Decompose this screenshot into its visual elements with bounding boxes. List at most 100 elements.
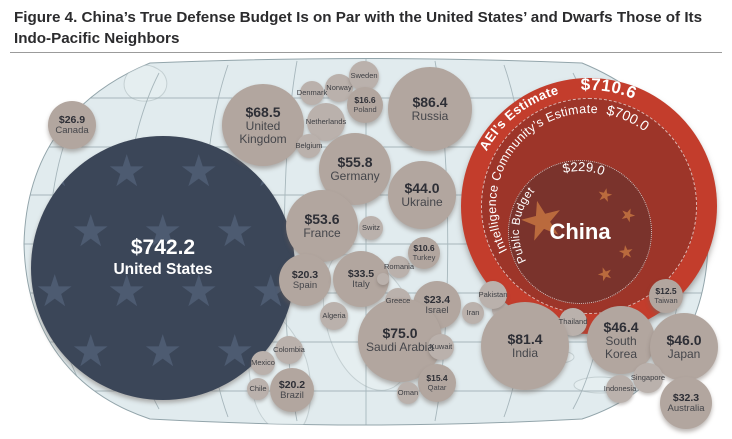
bubble-value: $26.9 xyxy=(58,113,86,126)
bubble-label: Spain xyxy=(292,279,318,291)
bubble-value: $81.4 xyxy=(507,331,543,348)
bubble-label: United Kingdom xyxy=(239,118,287,147)
bubble-france[interactable]: $53.6 France xyxy=(286,190,358,262)
bubble-value: $742.2 xyxy=(130,236,196,260)
bubble-qatar[interactable]: $15.4 Qatar xyxy=(418,364,456,402)
bubble-ukraine[interactable]: $44.0 Ukraine xyxy=(388,161,456,229)
bubble-label: Netherlands xyxy=(305,116,347,126)
bubble-china[interactable]: ★ ★ ★ ★ ★ China AEI’s Estimate $710.6 In… xyxy=(0,55,732,439)
bubble-label: Germany xyxy=(330,169,380,184)
bubble-belgium[interactable]: Belgium xyxy=(295,134,323,158)
china-public-budget-circle xyxy=(508,160,652,304)
bubble-oman[interactable]: Oman xyxy=(397,382,419,404)
bubble-value: $53.6 xyxy=(304,211,340,228)
bubble-value: $86.4 xyxy=(412,94,448,111)
bubble-label: United States xyxy=(113,260,213,278)
bubble-switzerland[interactable]: Switz xyxy=(359,216,383,240)
bubble-value: $16.6 xyxy=(354,94,376,105)
bubble-label: Pakistan xyxy=(478,289,508,299)
china-aei-value: $710.6 xyxy=(580,75,639,103)
bubble-south-korea[interactable]: $46.4 South Korea xyxy=(587,306,655,374)
bubble-pakistan[interactable]: Pakistan xyxy=(479,281,507,309)
bubble-label: Switz xyxy=(362,222,380,232)
bubble-taiwan[interactable]: $12.5 Taiwan xyxy=(649,279,683,313)
bubble-small-circle-1[interactable] xyxy=(377,273,389,285)
bubble-value: $20.2 xyxy=(278,378,306,391)
bubble-label: Thailand xyxy=(558,316,588,326)
bubble-value: $55.8 xyxy=(337,154,373,171)
bubble-label: Greece xyxy=(385,295,411,305)
bubble-value: $32.3 xyxy=(672,391,700,404)
bubble-label: Kuwait xyxy=(429,341,453,351)
figure-title: Figure 4. China’s True Defense Budget Is… xyxy=(14,9,703,47)
bubble-canada[interactable]: $26.9 Canada xyxy=(48,101,96,149)
bubble-label: Indonesia xyxy=(603,383,637,393)
bubble-label: Israel xyxy=(425,304,449,316)
bubble-value: $68.5 xyxy=(245,103,281,120)
bubble-label: Russia xyxy=(411,109,449,124)
bubble-label: Algeria xyxy=(322,310,346,320)
bubble-value: $15.4 xyxy=(426,372,448,383)
bubble-chile[interactable]: Chile xyxy=(247,378,269,400)
bubble-label: Australia xyxy=(667,402,705,414)
bubble-label: Denmark xyxy=(296,87,328,97)
bubble-label: Oman xyxy=(397,387,419,397)
bubble-label: Singapore xyxy=(630,372,666,382)
bubble-value: $20.3 xyxy=(291,268,319,281)
china-public-budget-value: $229.0 xyxy=(561,159,607,178)
bubble-label: Romania xyxy=(384,261,415,271)
china-ring-labels: AEI’s Estimate $710.6 Intelligence Commu… xyxy=(476,75,652,265)
bubble-value: $33.5 xyxy=(347,267,375,280)
bubble-value: $44.0 xyxy=(404,180,440,197)
bubble-indonesia[interactable]: Indonesia xyxy=(604,375,636,403)
bubble-singapore[interactable]: Singapore xyxy=(631,363,665,393)
bubble-label: Taiwan xyxy=(654,295,678,305)
bubble-brazil[interactable]: $20.2 Brazil xyxy=(270,368,314,412)
bubble-india[interactable]: $81.4 India xyxy=(481,302,569,390)
bubble-label: Iran xyxy=(466,307,480,317)
bubble-label: Belgium xyxy=(295,140,323,150)
bubble-value: $12.5 xyxy=(655,285,677,296)
bubble-colombia[interactable]: Colombia xyxy=(273,336,305,364)
bubble-australia[interactable]: $32.3 Australia xyxy=(660,377,712,429)
bubble-japan[interactable]: $46.0 Japan xyxy=(650,313,718,381)
bubble-label: Saudi Arabia xyxy=(365,340,435,355)
bubble-label: Italy xyxy=(352,278,370,290)
china-label: China xyxy=(549,219,611,244)
bubble-label: Colombia xyxy=(273,344,305,354)
bubble-label: Qatar xyxy=(427,382,447,392)
bubble-label: Poland xyxy=(353,104,377,114)
bubble-turkey[interactable]: $10.6 Turkey xyxy=(408,237,440,269)
bubble-united-kingdom[interactable]: $68.5 United Kingdom xyxy=(222,84,304,166)
bubble-iran[interactable]: Iran xyxy=(462,302,484,324)
bubble-russia[interactable]: $86.4 Russia xyxy=(388,67,472,151)
bubble-layer-front: Iran Pakistan Thailand $81.4 India $46.4 South… xyxy=(0,55,732,439)
bubble-label: South Korea xyxy=(604,333,638,362)
bubble-poland[interactable]: $16.6 Poland xyxy=(347,87,383,123)
bubble-value: $46.0 xyxy=(666,332,702,349)
bubble-label: Japan xyxy=(667,347,701,362)
bubble-label: Sweden xyxy=(350,70,378,80)
bubble-label: Ukraine xyxy=(401,195,443,210)
bubble-sweden[interactable]: Sweden xyxy=(349,61,379,91)
bubble-label: Canada xyxy=(55,124,89,136)
bubble-label: Chile xyxy=(249,383,267,393)
bubble-value: $46.4 xyxy=(603,318,639,335)
bubble-kuwait[interactable]: Kuwait xyxy=(428,334,454,360)
title-divider xyxy=(10,52,722,53)
bubble-label: Turkey xyxy=(412,252,436,262)
bubble-label: France xyxy=(303,226,341,241)
bubble-romania[interactable]: Romania xyxy=(384,256,414,278)
bubble-value: $75.0 xyxy=(382,325,418,342)
bubble-denmark[interactable]: Denmark xyxy=(297,81,327,105)
bubble-label: Brazil xyxy=(280,389,304,401)
bubble-label: India xyxy=(511,346,539,361)
bubble-value: $23.4 xyxy=(423,293,451,306)
bubble-spain[interactable]: $20.3 Spain xyxy=(279,254,331,306)
bubble-algeria[interactable]: Algeria xyxy=(320,302,348,330)
bubble-mexico[interactable]: Mexico xyxy=(251,351,275,375)
bubble-label: Norway xyxy=(326,82,352,92)
